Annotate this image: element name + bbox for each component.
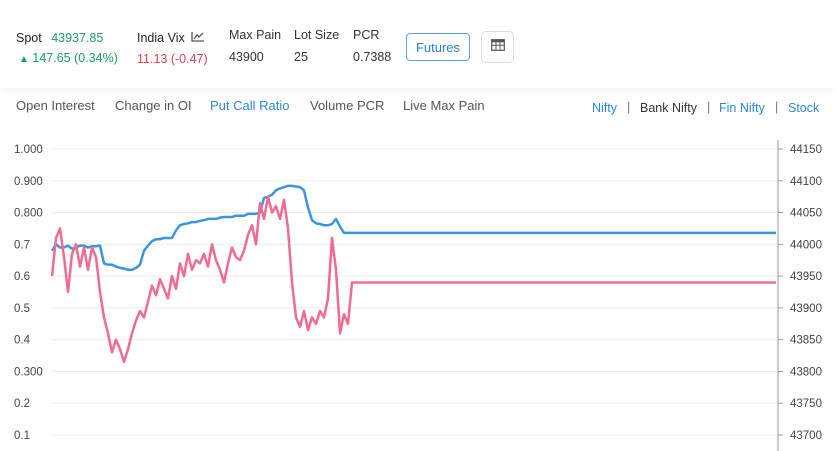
spot-stat: Spot 43937.85 — [16, 31, 103, 45]
left-axis: 1.000 0.900 0.800 0.7 0.6 0.5 0.4 0.300 0.2 0.1 — [14, 144, 43, 442]
futures-button[interactable]: Futures — [406, 33, 470, 61]
left-tick-label: 0.7 — [14, 239, 30, 251]
spot-value: 43937.85 — [51, 31, 104, 45]
maxpain-value: 43900 — [229, 50, 264, 64]
left-tick-label: 1.000 — [14, 144, 43, 156]
line-chart-icon — [191, 31, 205, 45]
tab-open-interest[interactable]: Open Interest — [16, 98, 95, 113]
pcr-series-line — [50, 195, 776, 364]
spot-change-value: 147.65 (0.34%) — [32, 51, 118, 65]
separator: | — [707, 100, 711, 114]
left-tick-label: 0.300 — [14, 366, 43, 378]
lot-size-label: Lot Size — [294, 28, 340, 42]
table-view-button[interactable] — [481, 31, 514, 63]
right-tick-label: 44050 — [790, 208, 822, 220]
table-icon — [490, 38, 505, 56]
pcr-value: 0.7388 — [353, 50, 392, 64]
index-stock[interactable]: Stock — [788, 101, 820, 115]
right-tick-label: 44000 — [790, 239, 822, 251]
left-tick-label: 0.2 — [14, 398, 30, 410]
left-tick-label: 0.5 — [14, 303, 30, 315]
chart-series — [50, 184, 776, 364]
right-tick-label: 43900 — [790, 303, 822, 315]
spot-label: Spot — [16, 31, 42, 45]
up-arrow-icon: ▲ — [19, 54, 29, 65]
pcr-label: PCR — [353, 28, 380, 42]
left-tick-label: 0.6 — [14, 271, 30, 283]
right-tick-label: 43950 — [790, 271, 822, 283]
right-tick-label: 43700 — [790, 430, 822, 442]
lot-size-value: 25 — [294, 50, 308, 64]
maxpain-label: Max Pain — [229, 28, 282, 42]
header-bar: Spot 43937.85 ▲ 147.65 (0.34%) India Vix… — [0, 0, 836, 88]
spot-series-line — [50, 184, 776, 272]
index-bank-nifty[interactable]: Bank Nifty — [640, 101, 697, 115]
vix-value: 11.13 (-0.47) — [137, 52, 208, 66]
spot-change: ▲ 147.65 (0.34%) — [19, 51, 118, 65]
tab-change-in-oi[interactable]: Change in OI — [115, 98, 192, 113]
tab-put-call-ratio[interactable]: Put Call Ratio — [210, 98, 290, 113]
separator: | — [627, 100, 631, 114]
tab-volume-pcr[interactable]: Volume PCR — [310, 98, 385, 113]
separator: | — [775, 100, 779, 114]
right-tick-label: 43750 — [790, 398, 822, 410]
tab-live-max-pain[interactable]: Live Max Pain — [403, 98, 485, 113]
left-tick-label: 0.4 — [14, 335, 31, 347]
left-tick-label: 0.800 — [14, 208, 43, 220]
vix-stat: India Vix — [137, 31, 205, 45]
vix-label: India Vix — [137, 31, 185, 45]
right-tick-label: 44150 — [790, 144, 822, 156]
index-nifty[interactable]: Nifty — [592, 101, 617, 115]
right-axis: 44150 44100 44050 44000 43950 43900 43850 43800… — [777, 140, 822, 451]
left-tick-label: 0.900 — [14, 176, 43, 188]
left-tick-label: 0.1 — [14, 430, 30, 442]
right-tick-label: 43850 — [790, 335, 822, 347]
chart-grid — [52, 148, 778, 436]
right-tick-label: 44100 — [790, 176, 822, 188]
index-fin-nifty[interactable]: Fin Nifty — [719, 101, 765, 115]
right-tick-label: 43800 — [790, 366, 822, 378]
pcr-chart: 1.000 0.900 0.800 0.7 0.6 0.5 0.4 0.300 0.2 0.1 4… — [14, 140, 822, 451]
